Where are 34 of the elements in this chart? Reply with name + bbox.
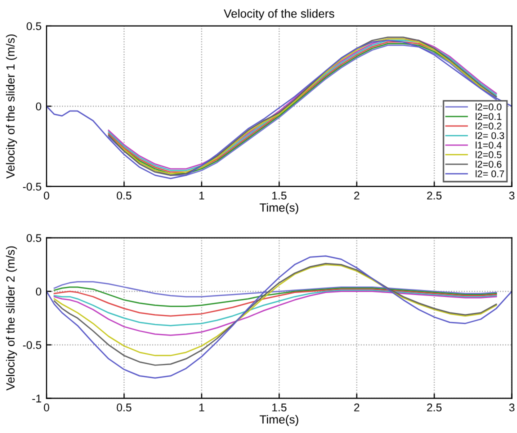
- x-tick-label: 1.5: [272, 192, 286, 200]
- x-tick-label: 2.5: [427, 192, 442, 200]
- legend-label: l1=0.4: [476, 141, 502, 149]
- y-tick-label: 0.5: [26, 22, 42, 30]
- x-tick-label: 0: [44, 404, 50, 412]
- legend-label: l2=0.5: [476, 151, 502, 158]
- y-tick-label: 0: [36, 288, 42, 296]
- x-tick-label: 3: [509, 404, 514, 412]
- x-tick-label: 1: [199, 404, 204, 412]
- legend-label: l2=0.2: [476, 122, 502, 130]
- y-axis-title: Velocity of the slider 2 (m/s): [6, 246, 17, 391]
- x-axis-title: Time(s): [260, 203, 298, 214]
- legend-label: l2= 0.7: [476, 170, 504, 178]
- y-tick-label: 0: [36, 102, 42, 110]
- x-tick-label: 1: [199, 192, 204, 200]
- legend-label: l2=0.1: [476, 112, 502, 120]
- legend-label: l2=0.6: [476, 160, 502, 168]
- y-tick-label: 0.5: [26, 234, 42, 242]
- x-tick-label: 2.5: [427, 404, 442, 412]
- x-tick-label: 2: [354, 192, 360, 200]
- y-tick-label: -0.5: [23, 182, 42, 191]
- legend-label: l2= 0.3: [476, 132, 504, 140]
- y-tick-label: -0.5: [23, 341, 42, 349]
- x-tick-label: 2: [354, 404, 360, 412]
- x-tick-label: 0.5: [116, 192, 132, 200]
- y-axis-title: Velocity of the slider 1 (m/s): [6, 34, 17, 179]
- x-tick-label: 3: [509, 192, 514, 200]
- x-tick-label: 0.5: [116, 404, 132, 412]
- legend-label: l2=0.0: [476, 103, 502, 110]
- x-tick-label: 0: [44, 192, 50, 200]
- chart-title: Velocity of the sliders: [224, 9, 334, 20]
- y-tick-label: -1: [32, 394, 42, 402]
- x-axis-title: Time(s): [260, 414, 298, 426]
- x-tick-label: 1.5: [272, 404, 286, 412]
